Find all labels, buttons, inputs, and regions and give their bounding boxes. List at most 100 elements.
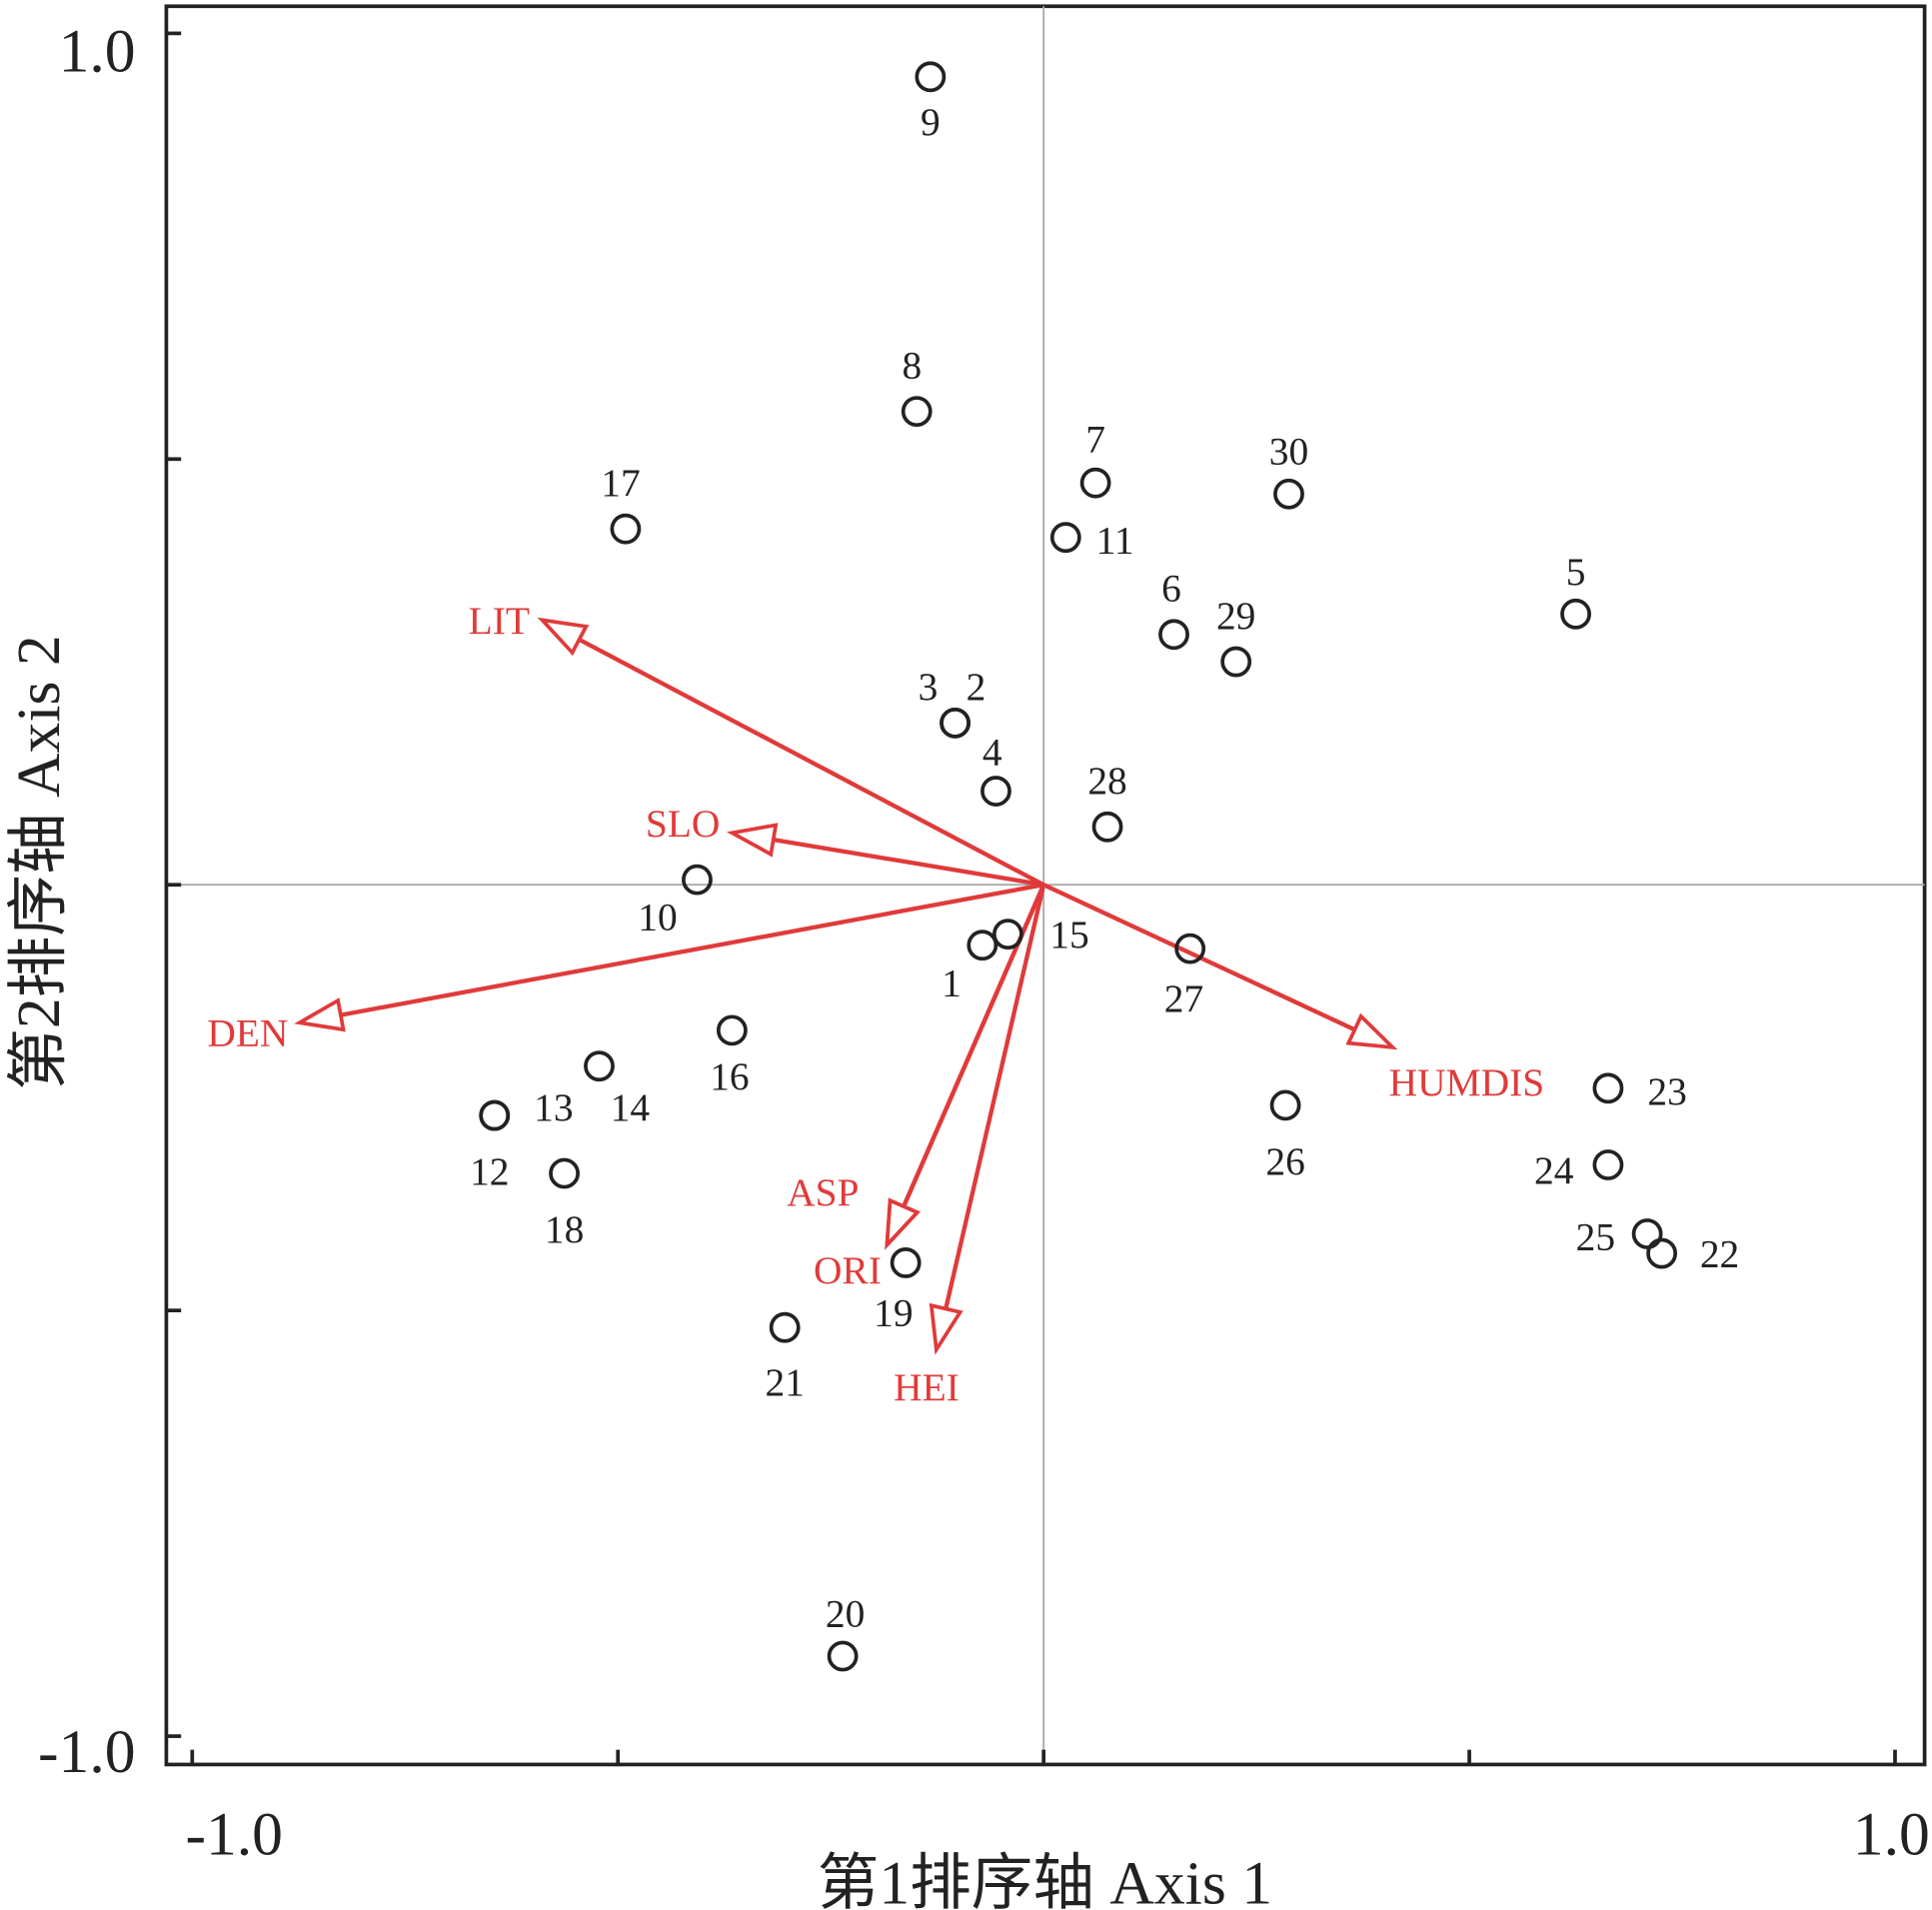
point-marker <box>901 396 933 428</box>
point-marker <box>479 1099 511 1131</box>
point-label: 8 <box>902 343 922 387</box>
point-label: 29 <box>1216 594 1255 638</box>
data-point-2: 2 <box>940 665 986 739</box>
point-marker <box>827 1640 859 1672</box>
vector-label: SLO <box>646 802 721 846</box>
point-label: 25 <box>1576 1215 1615 1259</box>
point-marker <box>1220 646 1252 678</box>
point-marker <box>890 1247 922 1278</box>
vector-label: ORI <box>814 1248 882 1292</box>
data-point-19: 19 <box>874 1247 922 1334</box>
point-marker <box>1049 522 1081 554</box>
data-point-14: 14 <box>584 1050 650 1129</box>
data-point-5: 5 <box>1560 550 1591 630</box>
point-label: 26 <box>1265 1139 1304 1183</box>
x-tick-label-left: -1.0 <box>185 1800 283 1868</box>
point-label: 18 <box>545 1207 584 1251</box>
y-tick-label-bottom: -1.0 <box>38 1718 136 1786</box>
vector-asp: ASP <box>787 884 1046 1250</box>
point-label: 30 <box>1269 430 1308 474</box>
point-label: 20 <box>826 1591 865 1635</box>
point-marker <box>610 513 642 545</box>
vector-line <box>944 884 1046 1309</box>
data-point-18: 18 <box>545 1157 584 1251</box>
point-label: 3 <box>919 665 939 709</box>
point-marker <box>716 1014 748 1046</box>
data-point-9: 9 <box>915 61 947 144</box>
vector-den: DEN <box>207 883 1044 1055</box>
point-marker <box>1631 1218 1663 1249</box>
point-marker <box>769 1311 801 1343</box>
arrowhead-icon <box>885 1197 921 1250</box>
arrowhead-icon <box>294 997 346 1032</box>
vector-label: DEN <box>207 1011 288 1055</box>
point-marker <box>1158 619 1189 651</box>
point-label: 17 <box>601 461 640 505</box>
data-point-16: 16 <box>710 1014 750 1098</box>
vector-hei: HEI <box>894 884 1046 1409</box>
point-label: 28 <box>1087 759 1126 803</box>
point-marker <box>940 707 970 739</box>
point-label: 16 <box>710 1054 749 1098</box>
point-marker <box>1646 1237 1678 1269</box>
data-point-25: 25 <box>1576 1215 1663 1259</box>
point-label: 12 <box>470 1149 509 1193</box>
point-marker <box>584 1050 615 1082</box>
point-label: 22 <box>1700 1232 1739 1276</box>
point-marker <box>1592 1072 1624 1104</box>
vector-label: HUMDIS <box>1389 1060 1545 1104</box>
data-point-29: 29 <box>1216 594 1255 678</box>
point-marker <box>966 930 998 961</box>
point-label: 19 <box>874 1290 913 1334</box>
point-label: 24 <box>1534 1148 1574 1192</box>
point-label: 5 <box>1566 550 1586 594</box>
point-label: 13 <box>534 1085 573 1129</box>
point-label: 11 <box>1096 519 1134 563</box>
point-marker <box>991 919 1023 951</box>
vector-label: HEI <box>894 1365 960 1409</box>
x-tick-label-right: 1.0 <box>1853 1800 1930 1868</box>
data-point-21: 21 <box>765 1311 805 1404</box>
y-tick-label-top: 1.0 <box>59 18 136 86</box>
point-marker <box>1273 478 1304 510</box>
data-point-22: 22 <box>1646 1232 1739 1276</box>
data-point-11: 11 <box>1049 519 1134 563</box>
vector-line <box>578 637 1045 888</box>
point-marker <box>915 61 947 93</box>
vector-slo: SLO <box>646 802 1044 888</box>
point-label: 2 <box>966 665 986 709</box>
point-label: 9 <box>921 100 941 144</box>
data-point-1: 1 <box>942 930 998 1004</box>
data-point-27: 27 <box>1164 933 1206 1020</box>
point-marker <box>1091 811 1123 843</box>
vector-label: ASP <box>787 1170 859 1214</box>
data-point-4: 4 <box>980 731 1011 807</box>
vector-line <box>340 883 1044 1017</box>
data-point-30: 30 <box>1269 430 1308 510</box>
point-label: 6 <box>1161 567 1181 611</box>
point-marker <box>1079 467 1111 499</box>
point-marker <box>1560 598 1591 630</box>
point-label: 7 <box>1085 417 1105 461</box>
data-point-28: 28 <box>1087 759 1127 843</box>
data-point-7: 7 <box>1079 417 1111 499</box>
vector-humdis: HUMDIS <box>1042 883 1545 1104</box>
data-point-17: 17 <box>601 461 642 545</box>
point-label: 10 <box>638 896 677 940</box>
arrowhead-icon <box>929 1302 964 1355</box>
point-label: 21 <box>765 1360 804 1404</box>
arrowhead-icon <box>1345 1012 1398 1050</box>
x-axis-title: 第1排序轴 Axis 1 <box>818 1850 1272 1910</box>
data-point-15: 15 <box>991 913 1089 956</box>
data-point-26: 26 <box>1265 1089 1305 1183</box>
point-label: 15 <box>1049 913 1088 956</box>
data-point-23: 23 <box>1592 1069 1687 1113</box>
point-marker <box>1174 933 1206 964</box>
data-point-24: 24 <box>1534 1148 1624 1192</box>
point-label: 4 <box>982 731 1002 775</box>
point-label: 23 <box>1647 1069 1686 1113</box>
data-point-20: 20 <box>826 1591 865 1672</box>
data-point-6: 6 <box>1158 567 1189 651</box>
vector-line <box>773 838 1044 888</box>
